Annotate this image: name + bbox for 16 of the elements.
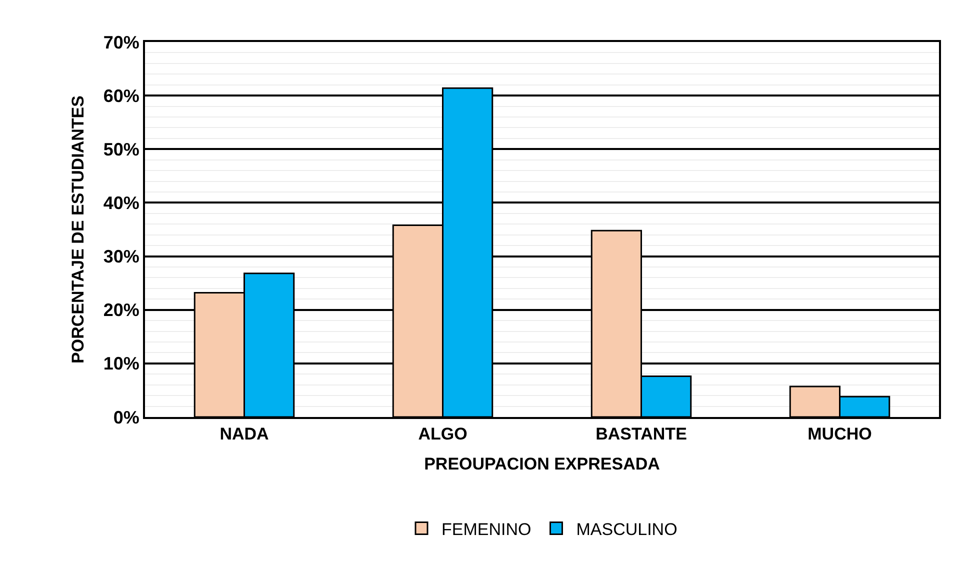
x-tick-label: ALGO — [418, 424, 468, 444]
y-tick-label: 50% — [103, 139, 140, 160]
x-tick-label: BASTANTE — [596, 424, 687, 444]
legend-label: MASCULINO — [576, 520, 678, 539]
y-tick-label: 40% — [103, 193, 140, 214]
y-tick-label: 60% — [103, 86, 140, 106]
y-tick-label: 0% — [113, 407, 140, 428]
x-axis-title: PREOUPACION EXPRESADA — [424, 454, 660, 474]
y-tick-label: 20% — [103, 300, 140, 320]
y-tick-label: 70% — [103, 32, 140, 52]
x-tick-label: NADA — [220, 424, 269, 444]
y-tick-label: 30% — [103, 246, 140, 267]
legend-label: FEMENINO — [442, 520, 532, 539]
x-tick-label: MUCHO — [808, 424, 872, 444]
y-tick-label: 10% — [103, 354, 140, 374]
y-axis-title: PORCENTAJE DE ESTUDIANTES — [68, 96, 88, 364]
